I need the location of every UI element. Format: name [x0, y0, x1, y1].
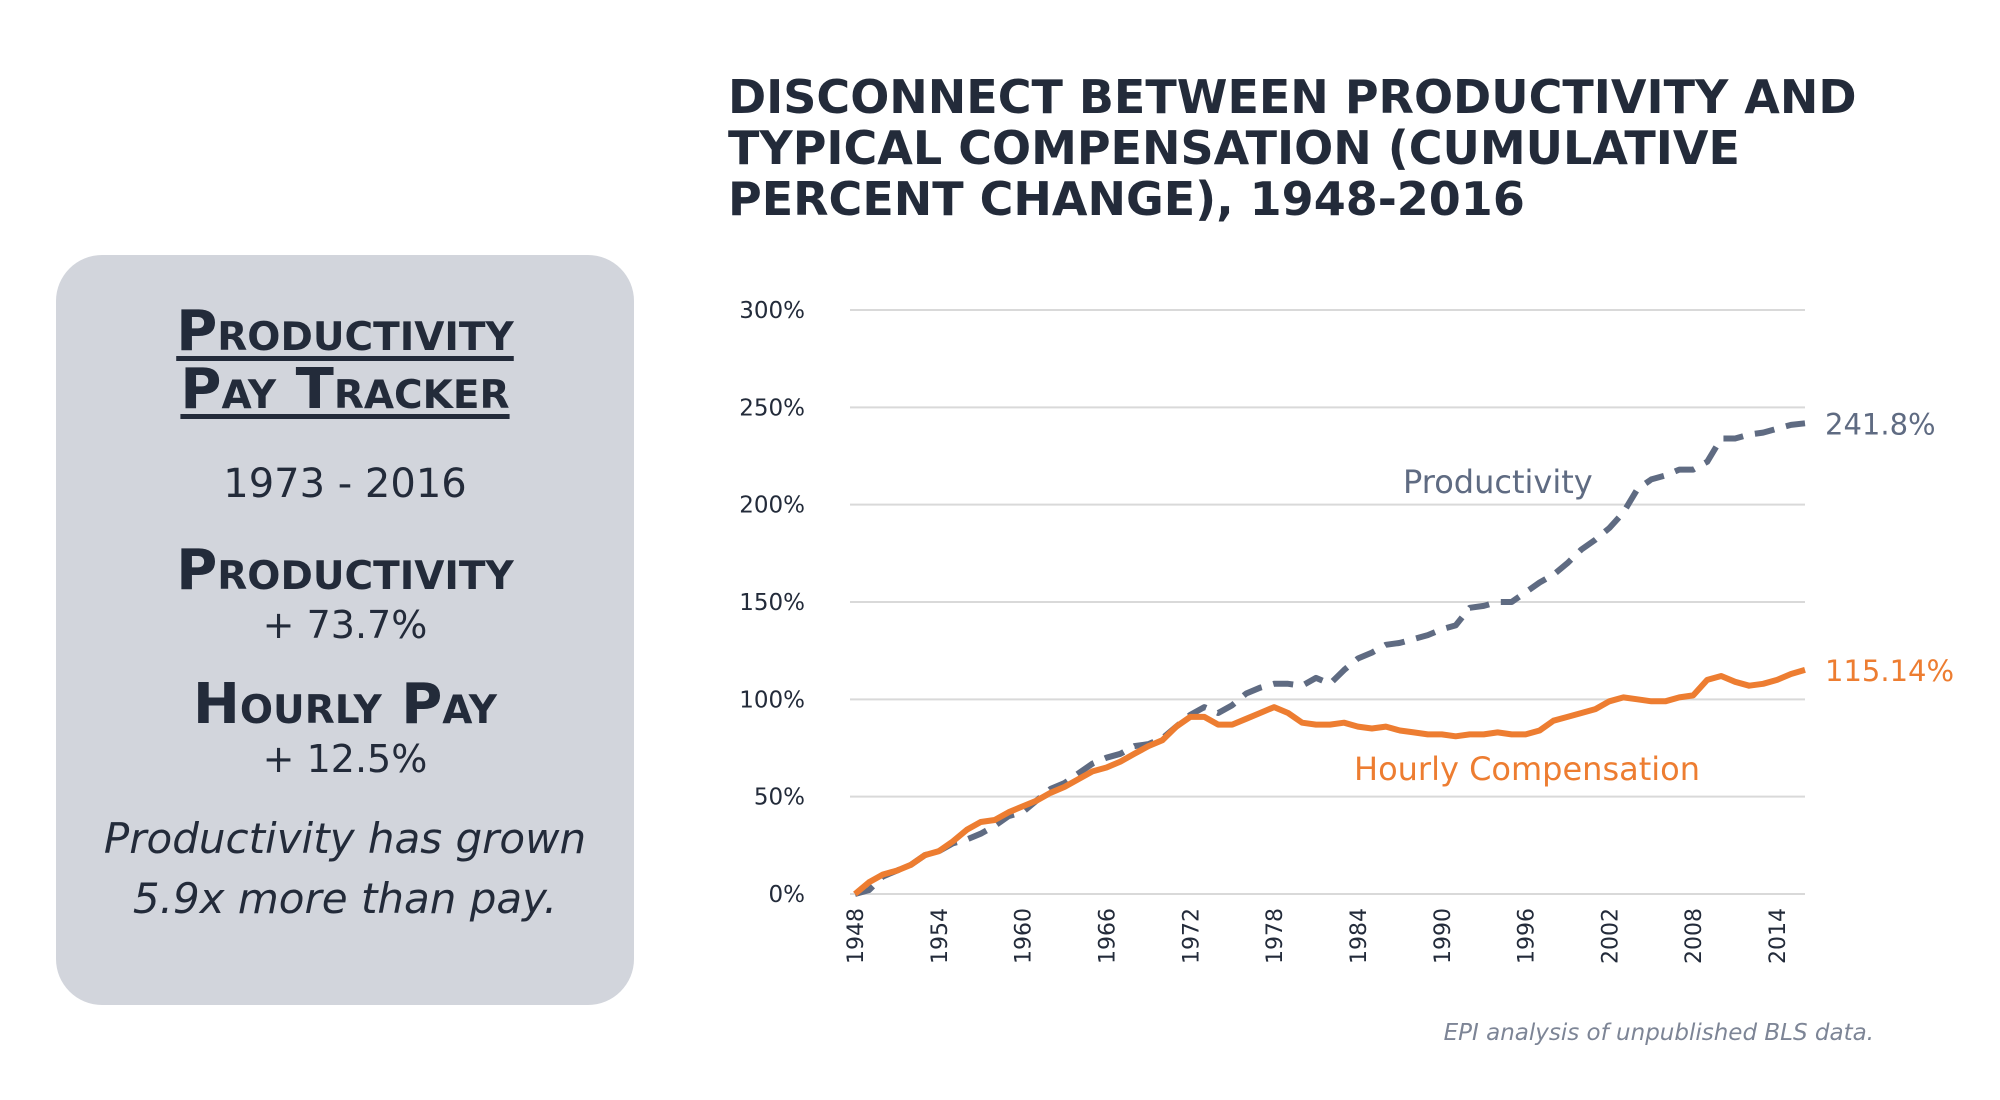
x-tick-label: 1984	[1347, 908, 1372, 964]
y-tick-label: 150%	[739, 590, 805, 616]
tracker-title: Productivity Pay Tracker	[56, 303, 634, 419]
source-note: EPI analysis of unpublished BLS data.	[1443, 1020, 1874, 1046]
tracker-title-line2: Pay Tracker	[180, 357, 510, 422]
y-tick-label: 50%	[754, 785, 805, 811]
x-tick-label: 1960	[1012, 908, 1037, 964]
y-tick-label: 200%	[739, 493, 805, 519]
tracker-years: 1973 - 2016	[223, 461, 467, 507]
tracker-note: Productivity has grown 5.9x more than pa…	[56, 809, 634, 929]
hourly-pay-metric-label: Hourly Pay	[193, 672, 497, 737]
chart-title: DISCONNECT BETWEEN PRODUCTIVITY AND TYPI…	[728, 70, 1857, 226]
x-tick-label: 2002	[1598, 908, 1623, 964]
productivity-metric-value: + 73.7%	[262, 603, 428, 647]
hourly-pay-metric-value: + 12.5%	[262, 737, 428, 781]
y-tick-label: 300%	[739, 298, 805, 324]
compensation-series-label: Hourly Compensation	[1354, 750, 1700, 788]
x-tick-label: 1996	[1515, 908, 1540, 964]
x-tick-label: 1948	[844, 908, 869, 964]
y-tick-label: 250%	[739, 395, 805, 421]
x-tick-label: 1990	[1431, 908, 1456, 964]
hourly-compensation-line	[853, 667, 1806, 897]
productivity-metric-label: Productivity	[176, 538, 514, 603]
productivity-series-label: Productivity	[1403, 463, 1593, 501]
x-tick-label: 1978	[1263, 908, 1288, 964]
x-tick-label: 1972	[1179, 908, 1204, 964]
y-tick-label: 0%	[769, 882, 806, 908]
compensation-end-label: 115.14%	[1825, 654, 1954, 688]
tracker-note-line1: Productivity has grown	[103, 814, 587, 863]
y-tick-label: 100%	[739, 687, 805, 713]
productivity-line	[854, 420, 1806, 897]
x-tick-label: 2008	[1682, 908, 1707, 964]
x-tick-label: 1966	[1095, 908, 1120, 964]
x-tick-label: 2014	[1766, 908, 1791, 964]
tracker-title-line1: Productivity	[176, 299, 514, 364]
x-tick-label: 1954	[928, 908, 953, 964]
productivity-pay-tracker-card: Productivity Pay Tracker 1973 - 2016 Pro…	[56, 255, 634, 1005]
tracker-note-line2: 5.9x more than pay.	[132, 874, 558, 923]
productivity-end-label: 241.8%	[1825, 407, 1936, 441]
